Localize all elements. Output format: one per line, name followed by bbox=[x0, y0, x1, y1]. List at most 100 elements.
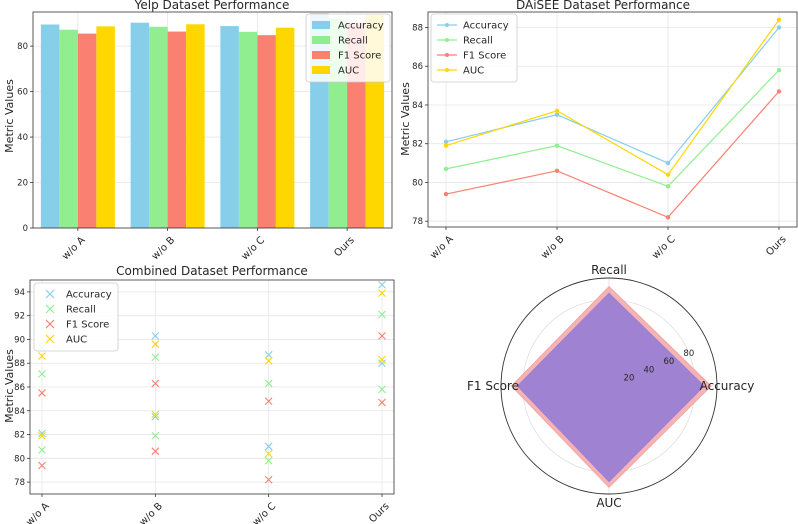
marker-f1-score-w-o-a bbox=[38, 389, 46, 397]
combined-legend-label: Recall bbox=[66, 305, 96, 316]
radar-area-daisee bbox=[516, 292, 705, 483]
combined-legend-item-accuracy: Accuracy bbox=[45, 290, 112, 301]
marker-auc-w-o-c bbox=[264, 356, 273, 365]
bar-recall-w-o-b bbox=[149, 26, 168, 229]
bar-f1-score-w-o-b bbox=[167, 31, 187, 229]
daisee-ytick-label: 84 bbox=[412, 101, 423, 111]
yelp-legend-label: Recall bbox=[338, 36, 368, 47]
daisee-legend-item-auc: AUC bbox=[437, 66, 484, 77]
marker-auc-w-o-a bbox=[38, 352, 46, 360]
combined-ytick-label: 84 bbox=[14, 407, 25, 417]
yelp-legend-swatch bbox=[312, 51, 330, 59]
yelp-chart-title: Yelp Dataset Performance bbox=[134, 0, 290, 12]
marker-accuracy-ours bbox=[378, 359, 386, 368]
marker-auc-w-o-a bbox=[38, 431, 46, 440]
combined-ytick-label: 78 bbox=[14, 478, 25, 488]
marker-f1-score-w-o-b bbox=[151, 379, 160, 388]
combined-xtick-label: w/o C bbox=[251, 501, 278, 524]
bar-accuracy-w-o-b bbox=[130, 22, 150, 229]
combined-chart-title: Combined Dataset Performance bbox=[116, 264, 308, 278]
yelp-xtick-label: w/o C bbox=[240, 235, 267, 262]
combined-legend-marker bbox=[45, 319, 55, 329]
daisee-plot-frame bbox=[427, 11, 798, 228]
line-recall bbox=[445, 69, 780, 188]
daisee-xtick-label: w/o C bbox=[650, 234, 677, 261]
point-auc-w-o-c bbox=[665, 172, 671, 177]
marker-auc-w-o-c bbox=[264, 449, 273, 458]
combined-ytick-label: 82 bbox=[14, 431, 25, 441]
marker-auc-w-o-b bbox=[151, 340, 160, 349]
combined-legend-marker bbox=[45, 304, 55, 314]
marker-recall-w-o-c bbox=[264, 379, 273, 388]
daisee-chart-title: DAiSEE Dataset Performance bbox=[516, 0, 690, 12]
combined-xtick-label: w/o B bbox=[138, 501, 165, 524]
yelp-legend-swatch bbox=[312, 21, 330, 29]
radar-axis-label-accuracy: Accuracy bbox=[700, 379, 755, 393]
point-accuracy-w-o-c bbox=[665, 160, 671, 166]
bar-recall-w-o-a bbox=[59, 29, 78, 228]
bar-accuracy-w-o-a bbox=[40, 24, 60, 228]
point-auc-w-o-b bbox=[554, 108, 560, 113]
combined-legend-label: Accuracy bbox=[66, 290, 112, 301]
yelp-legend-item-auc: AUC bbox=[312, 66, 359, 77]
combined-y-axis-label: Metric Values bbox=[3, 349, 16, 423]
combined-scatter-chart: Combined Dataset Performance Metric Valu… bbox=[3, 264, 395, 524]
marker-recall-ours bbox=[378, 310, 386, 319]
combined-ytick-label: 88 bbox=[14, 359, 25, 369]
daisee-legend-marker bbox=[445, 23, 449, 27]
daisee-ytick-label: 80 bbox=[412, 178, 423, 188]
daisee-y-axis-label: Metric Values bbox=[399, 82, 412, 156]
marker-accuracy-w-o-c bbox=[264, 351, 273, 359]
daisee-legend-item-accuracy: Accuracy bbox=[437, 21, 509, 32]
marker-recall-w-o-b bbox=[151, 431, 160, 440]
point-auc-w-o-a bbox=[443, 143, 449, 148]
daisee-legend-item-recall: Recall bbox=[437, 36, 493, 47]
marker-f1-score-ours bbox=[378, 398, 386, 407]
point-recall-w-o-a bbox=[443, 166, 449, 172]
marker-recall-ours bbox=[378, 385, 386, 394]
radar-chart: 20 40 60 80 Accuracy Recall F1 Score AUC bbox=[467, 263, 754, 510]
combined-plot-frame bbox=[29, 279, 395, 495]
marker-accuracy-w-o-c bbox=[264, 442, 273, 451]
daisee-xtick-label: w/o B bbox=[539, 234, 566, 261]
marker-accuracy-w-o-b bbox=[151, 412, 160, 421]
combined-legend-item-auc: AUC bbox=[45, 334, 87, 346]
bar-recall-w-o-c bbox=[238, 31, 258, 229]
yelp-legend-swatch bbox=[312, 36, 330, 44]
combined-legend-marker bbox=[45, 334, 55, 344]
daisee-legend-box bbox=[430, 13, 518, 83]
marker-accuracy-ours bbox=[378, 280, 386, 289]
yelp-ytick-label: 20 bbox=[17, 179, 28, 189]
radar-rtick-label: 80 bbox=[683, 349, 694, 359]
marker-auc-ours bbox=[378, 355, 386, 364]
marker-auc-w-o-b bbox=[151, 410, 160, 419]
yelp-legend-item-recall: Recall bbox=[312, 36, 368, 47]
line-f1-score bbox=[445, 91, 780, 219]
line-auc bbox=[445, 19, 780, 176]
yelp-legend-item-f1-score: F1 Score bbox=[312, 51, 381, 62]
yelp-bar-chart: Yelp Dataset Performance Metric Values 0… bbox=[3, 0, 393, 262]
daisee-ytick-label: 88 bbox=[412, 23, 423, 33]
combined-legend-item-recall: Recall bbox=[45, 304, 96, 316]
combined-ytick-label: 94 bbox=[14, 288, 25, 298]
marker-f1-score-ours bbox=[378, 331, 386, 340]
marker-accuracy-w-o-a bbox=[38, 429, 46, 438]
daisee-legend-marker bbox=[445, 53, 449, 57]
yelp-xtick-label: w/o B bbox=[150, 235, 177, 262]
daisee-xtick-label: Ours bbox=[764, 234, 788, 258]
yelp-xtick-label: Ours bbox=[332, 235, 356, 259]
combined-ytick-label: 80 bbox=[14, 454, 25, 464]
yelp-xtick-label: w/o A bbox=[60, 235, 87, 262]
point-auc-ours bbox=[776, 17, 782, 22]
daisee-legend-marker bbox=[445, 68, 449, 72]
bar-auc-w-o-c bbox=[275, 27, 295, 229]
point-accuracy-w-o-b bbox=[554, 112, 560, 117]
combined-legend-item-f1-score: F1 Score bbox=[45, 319, 109, 331]
yelp-legend-label: AUC bbox=[338, 66, 359, 77]
yelp-legend-item-accuracy: Accuracy bbox=[312, 21, 384, 32]
daisee-xtick-label: w/o A bbox=[428, 234, 455, 261]
point-recall-w-o-c bbox=[665, 184, 671, 189]
marker-f1-score-w-o-b bbox=[151, 447, 160, 456]
marker-recall-w-o-a bbox=[38, 446, 46, 454]
